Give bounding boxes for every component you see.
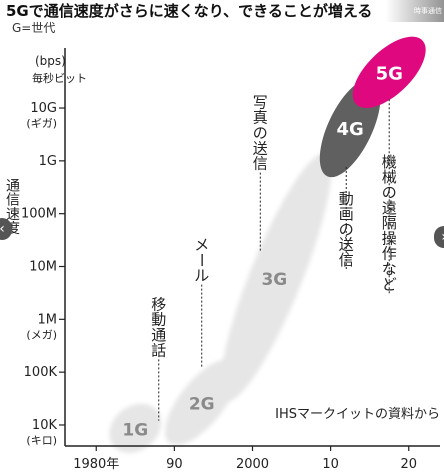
generation-labels: 1G 2G 3G 4G 5G [122, 63, 402, 440]
vertical-char: 通 [6, 178, 20, 194]
vertical-char: 信 [6, 193, 20, 209]
vertical-char: 真 [253, 109, 268, 127]
vertical-char: 写 [253, 93, 268, 111]
vertical-char: ル [194, 267, 209, 285]
next-arrow-button[interactable]: › [434, 226, 444, 248]
y-tick-label: 1G [39, 154, 57, 169]
vertical-char: 操 [382, 229, 397, 247]
annotation-label: メール [192, 236, 210, 285]
y-tick-label: 1M [38, 312, 58, 327]
generation-blob-3g [220, 153, 332, 401]
x-tick-label: 2000 [236, 457, 269, 472]
generation-blob-1g [109, 403, 162, 453]
vertical-char: の [253, 124, 268, 142]
y-tick-label: 10M [29, 260, 57, 275]
y-unit-sublabel: 毎秒ビット [32, 71, 87, 85]
y-tick-sublabel: (メガ) [26, 328, 57, 341]
x-tick-label: 90 [166, 457, 183, 472]
generation-blob-5g [352, 36, 426, 108]
generation-label-1g: 1G [122, 420, 148, 440]
vertical-char: 速 [6, 207, 20, 223]
y-tick-sublabel: (キロ) [26, 434, 57, 447]
generation-label-5g: 5G [376, 63, 403, 84]
vertical-char: 隔 [382, 214, 397, 232]
watermark-logo: 時事通信 [386, 0, 444, 22]
vertical-char: 動 [151, 311, 166, 329]
vertical-char: メ [194, 236, 209, 254]
generation-label-4g: 4G [337, 119, 364, 140]
chart-title: 5Gで通信速度がさらに速くなり、できることが増える [6, 2, 373, 20]
vertical-char: 移 [151, 295, 166, 313]
chart-subtitle: G=世代 [12, 21, 56, 35]
vertical-char: 作 [382, 245, 397, 263]
x-tick-label: 1980年 [73, 457, 119, 472]
y-tick-label: 10K [32, 418, 58, 433]
vertical-char: 信 [253, 155, 268, 173]
y-tick-label: 100M [21, 207, 57, 222]
y-tick-sublabel: (ギガ) [26, 117, 57, 130]
y-tick-label: 10G [30, 101, 57, 116]
vertical-char: の [339, 220, 354, 238]
generation-blobs [109, 36, 426, 453]
y-unit-label: (bps) [35, 54, 66, 68]
vertical-char: 画 [339, 205, 354, 223]
y-tick-label: 100K [24, 365, 58, 380]
axes: 10K(キロ) 100K 1M(メガ) 10M 100M 1G 10G(ギガ) (bps) 毎秒… [6, 48, 440, 472]
vertical-char: 話 [151, 341, 166, 359]
generation-label-3g: 3G [261, 270, 287, 290]
generation-blob-2g [165, 359, 239, 446]
generation-label-2g: 2G [189, 394, 215, 414]
x-tick-label: 20 [400, 457, 417, 472]
vertical-char: 通 [151, 326, 166, 344]
y-axis-title: 通信速度 [6, 178, 20, 237]
vertical-char: ー [192, 253, 210, 268]
source-note: IHSマークイットの資料から [275, 407, 440, 422]
vertical-char: 動 [339, 190, 354, 208]
vertical-char: 機 [382, 153, 397, 171]
x-tick-label: 10 [322, 457, 339, 472]
prev-arrow-button[interactable]: ‹ [0, 218, 12, 240]
vertical-char: 送 [253, 139, 268, 157]
